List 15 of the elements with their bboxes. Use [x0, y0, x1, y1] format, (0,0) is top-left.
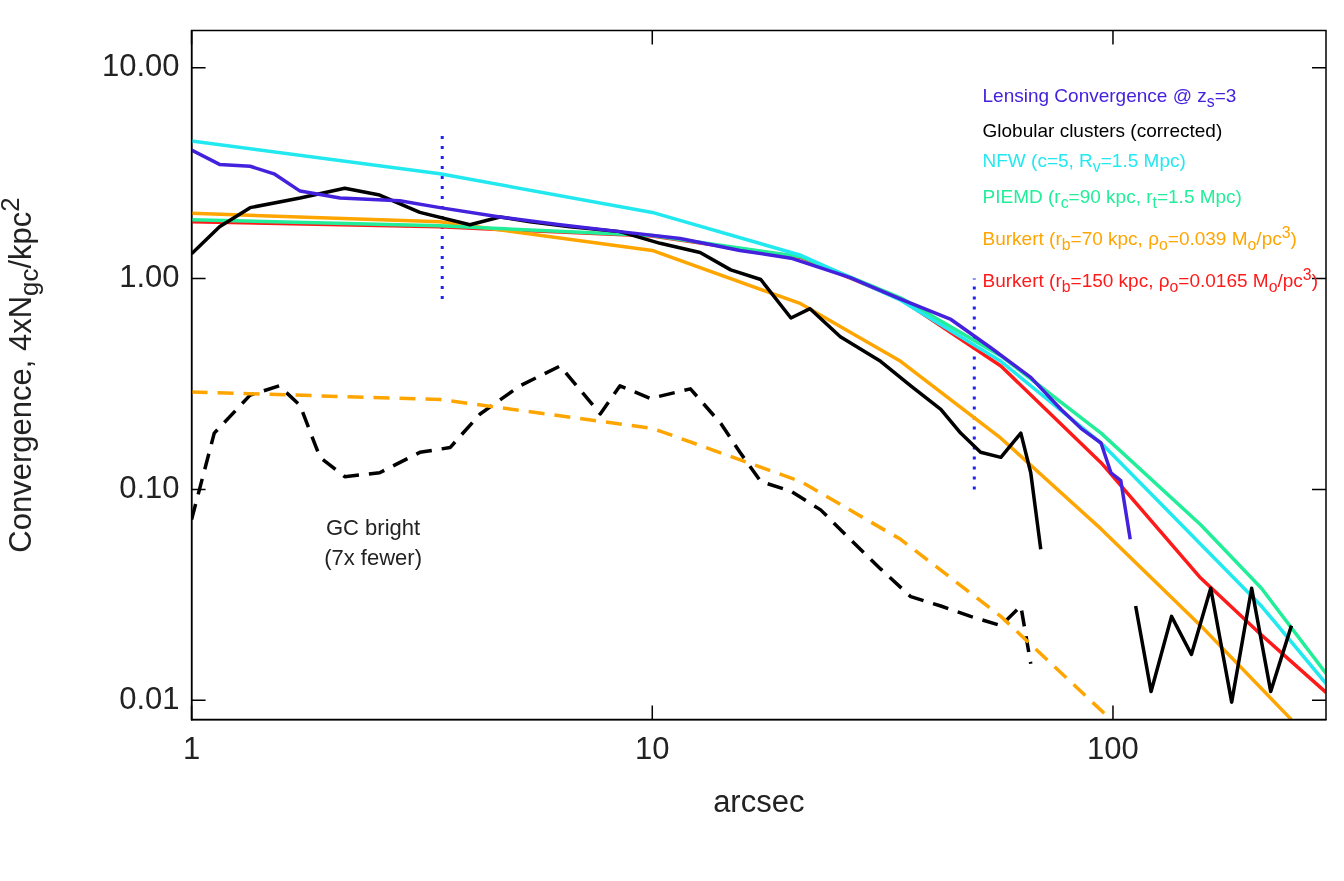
y-tick-label: 1.00	[119, 259, 180, 295]
x-tick-label: 1	[182, 730, 201, 766]
x-axis-title: arcsec	[713, 783, 805, 819]
x-tick-label: 100	[1087, 730, 1139, 766]
text: PIEMD (r$_{c}$=90 kpc, r$_{t}$=1.5 Mpc)	[982, 186, 1242, 211]
text: Globular clusters (corrected)	[982, 120, 1223, 142]
y-tick-label: 0.01	[119, 680, 180, 716]
x-tick-label: 10	[635, 730, 670, 766]
text: Burkert (r$_{b}$=150 kpc, ρ$_{o}$=0.0165 M$_{o}$/pc$^{3}$)	[982, 266, 1318, 296]
annotation: GC bright (7x fewer)	[324, 513, 422, 572]
text: Burkert (r$_{b}$=70 kpc, ρ$_{o}$=0.039 M$_{o}$/pc$^{3}$)	[982, 223, 1297, 254]
y-tick-label: 10.00	[102, 48, 180, 84]
text: NFW (c=5, R$_{v}$=1.5 Mpc)	[982, 150, 1186, 176]
y-tick-label: 0.10	[119, 469, 180, 505]
text: Lensing Convergence @ z$_{s}$=3	[982, 84, 1237, 110]
